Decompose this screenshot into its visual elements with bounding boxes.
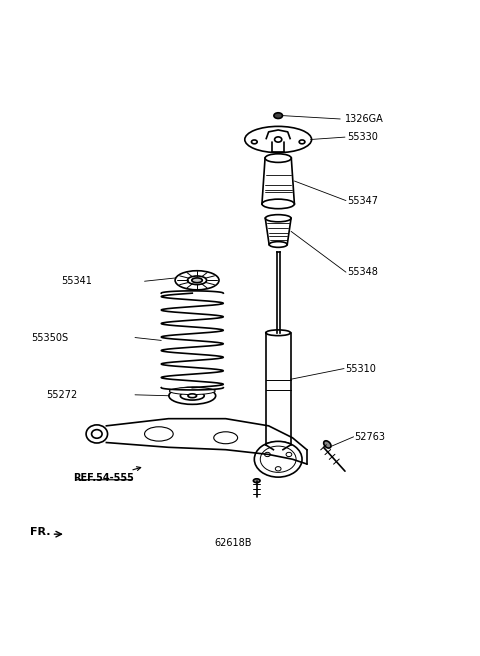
Text: 55350S: 55350S (31, 333, 68, 342)
Ellipse shape (275, 137, 282, 142)
Text: 52763: 52763 (355, 432, 385, 441)
Ellipse shape (260, 446, 296, 472)
Text: 55348: 55348 (348, 267, 378, 277)
Ellipse shape (254, 441, 302, 477)
Text: REF.54-555: REF.54-555 (73, 466, 141, 483)
Ellipse shape (180, 392, 204, 400)
Ellipse shape (169, 388, 215, 394)
Ellipse shape (144, 427, 173, 441)
Text: 55341: 55341 (61, 276, 92, 286)
Ellipse shape (188, 276, 206, 285)
Ellipse shape (269, 241, 287, 247)
Ellipse shape (268, 450, 288, 464)
Ellipse shape (299, 140, 305, 144)
Ellipse shape (192, 278, 202, 283)
Ellipse shape (276, 466, 281, 471)
Text: FR.: FR. (30, 527, 50, 537)
Ellipse shape (252, 140, 257, 144)
Text: 55310: 55310 (345, 363, 376, 373)
Ellipse shape (274, 113, 282, 119)
Ellipse shape (265, 215, 291, 222)
Ellipse shape (286, 453, 292, 457)
Text: 55272: 55272 (47, 390, 78, 400)
Ellipse shape (262, 199, 294, 209)
Ellipse shape (175, 271, 219, 290)
Ellipse shape (266, 442, 290, 448)
Text: 1326GA: 1326GA (345, 114, 384, 124)
Ellipse shape (265, 154, 291, 163)
Ellipse shape (169, 387, 216, 404)
Ellipse shape (214, 432, 238, 443)
Ellipse shape (253, 479, 260, 483)
Ellipse shape (324, 441, 331, 448)
Ellipse shape (245, 127, 312, 153)
Ellipse shape (86, 425, 108, 443)
Ellipse shape (266, 330, 290, 336)
Text: 55330: 55330 (348, 132, 378, 142)
Ellipse shape (274, 453, 283, 461)
Text: 55347: 55347 (348, 195, 378, 205)
Ellipse shape (92, 430, 102, 438)
Ellipse shape (264, 453, 270, 457)
Text: 62618B: 62618B (214, 538, 252, 548)
Ellipse shape (188, 394, 197, 398)
